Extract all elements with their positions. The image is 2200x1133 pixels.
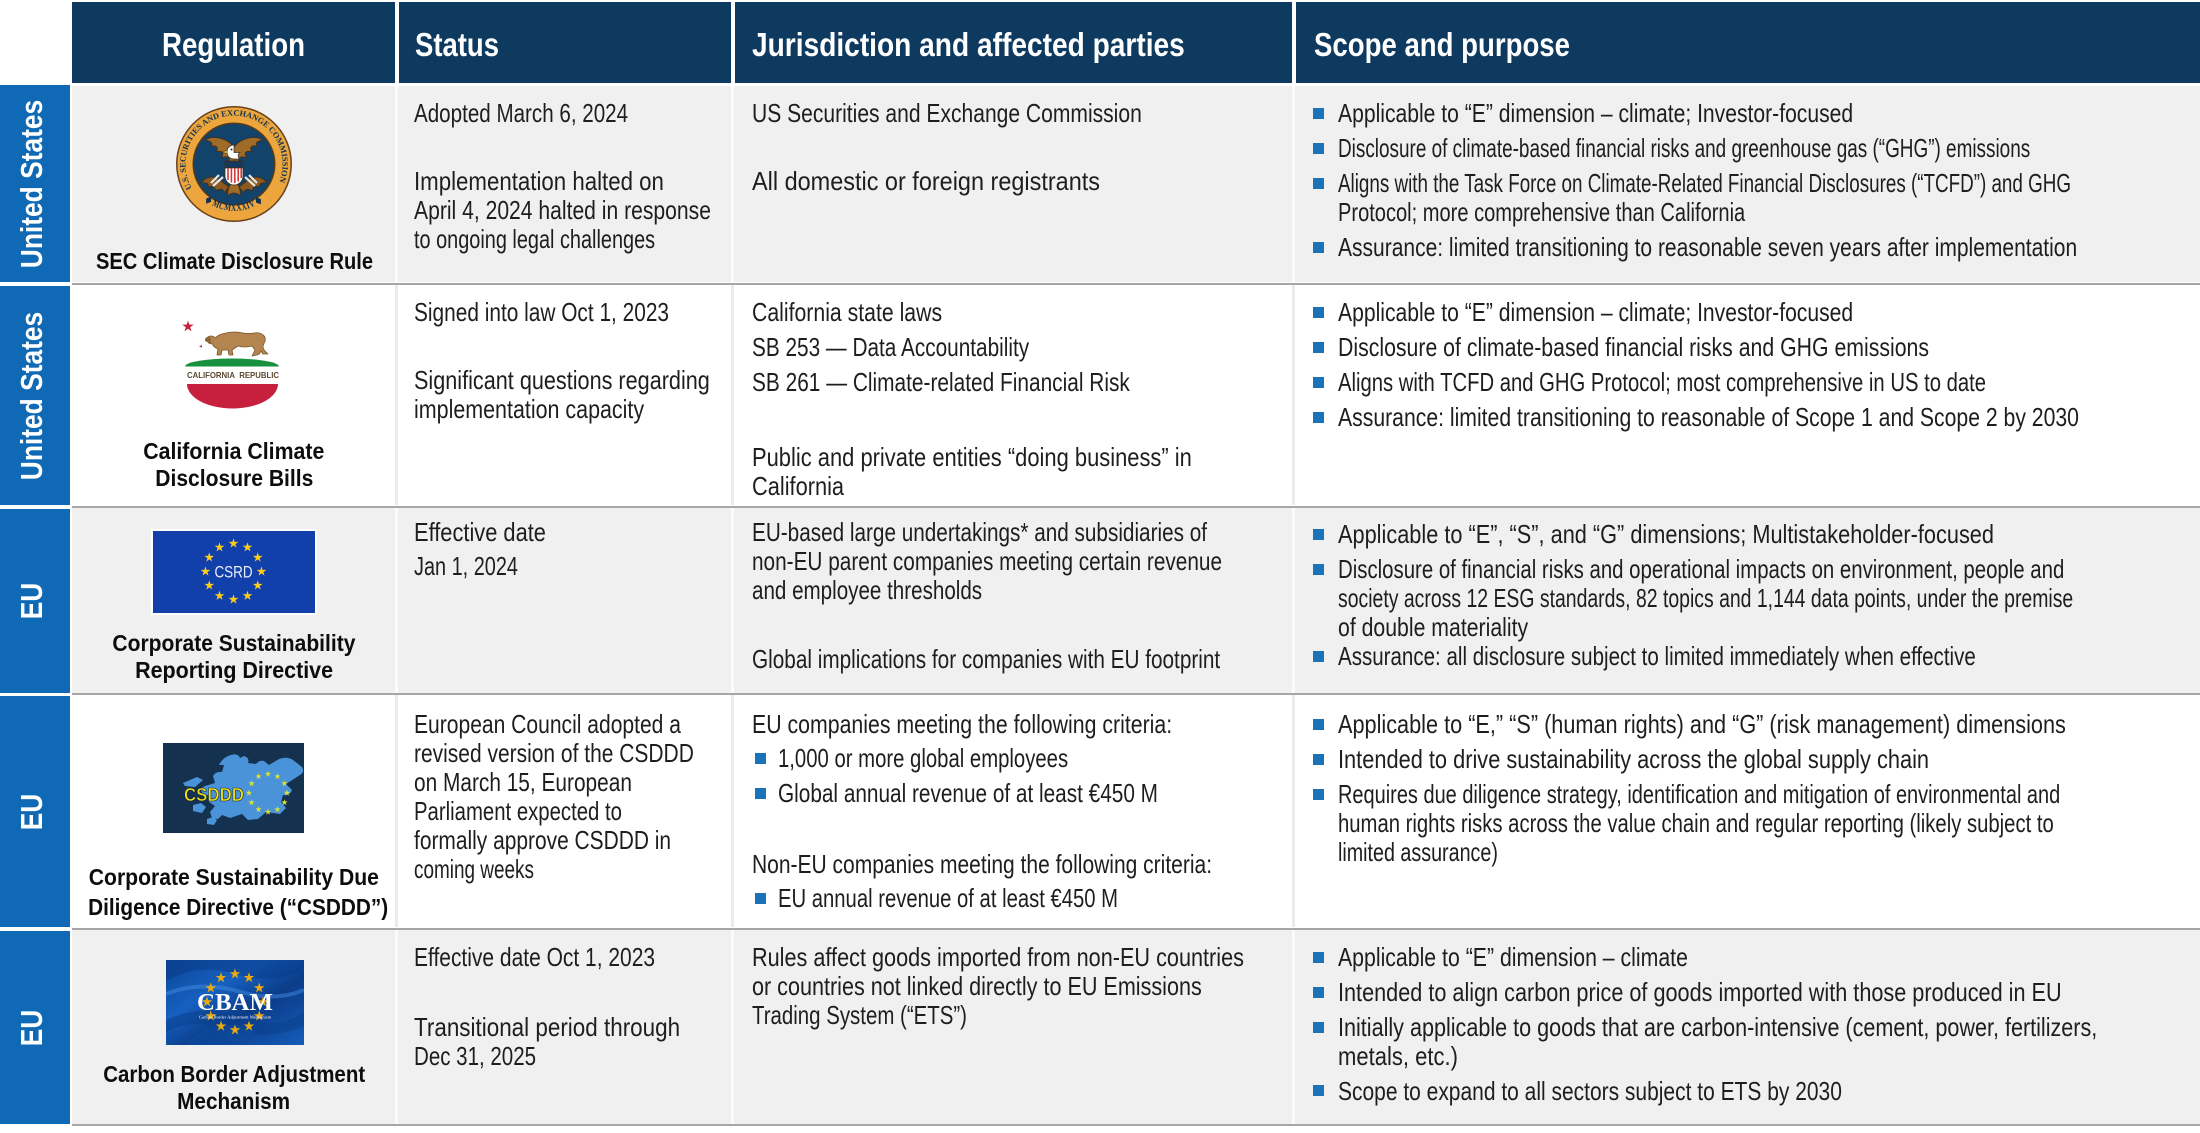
svg-text:CSDDD: CSDDD — [184, 785, 244, 805]
svg-text:CSRD: CSRD — [215, 563, 253, 582]
svg-text:Carbon Border Adjustment Mecha: Carbon Border Adjustment Mechanism — [199, 1015, 272, 1020]
svg-text:CBAM: CBAM — [197, 990, 273, 1016]
svg-text:CALIFORNIA REPUBLIC: CALIFORNIA REPUBLIC — [187, 371, 279, 380]
